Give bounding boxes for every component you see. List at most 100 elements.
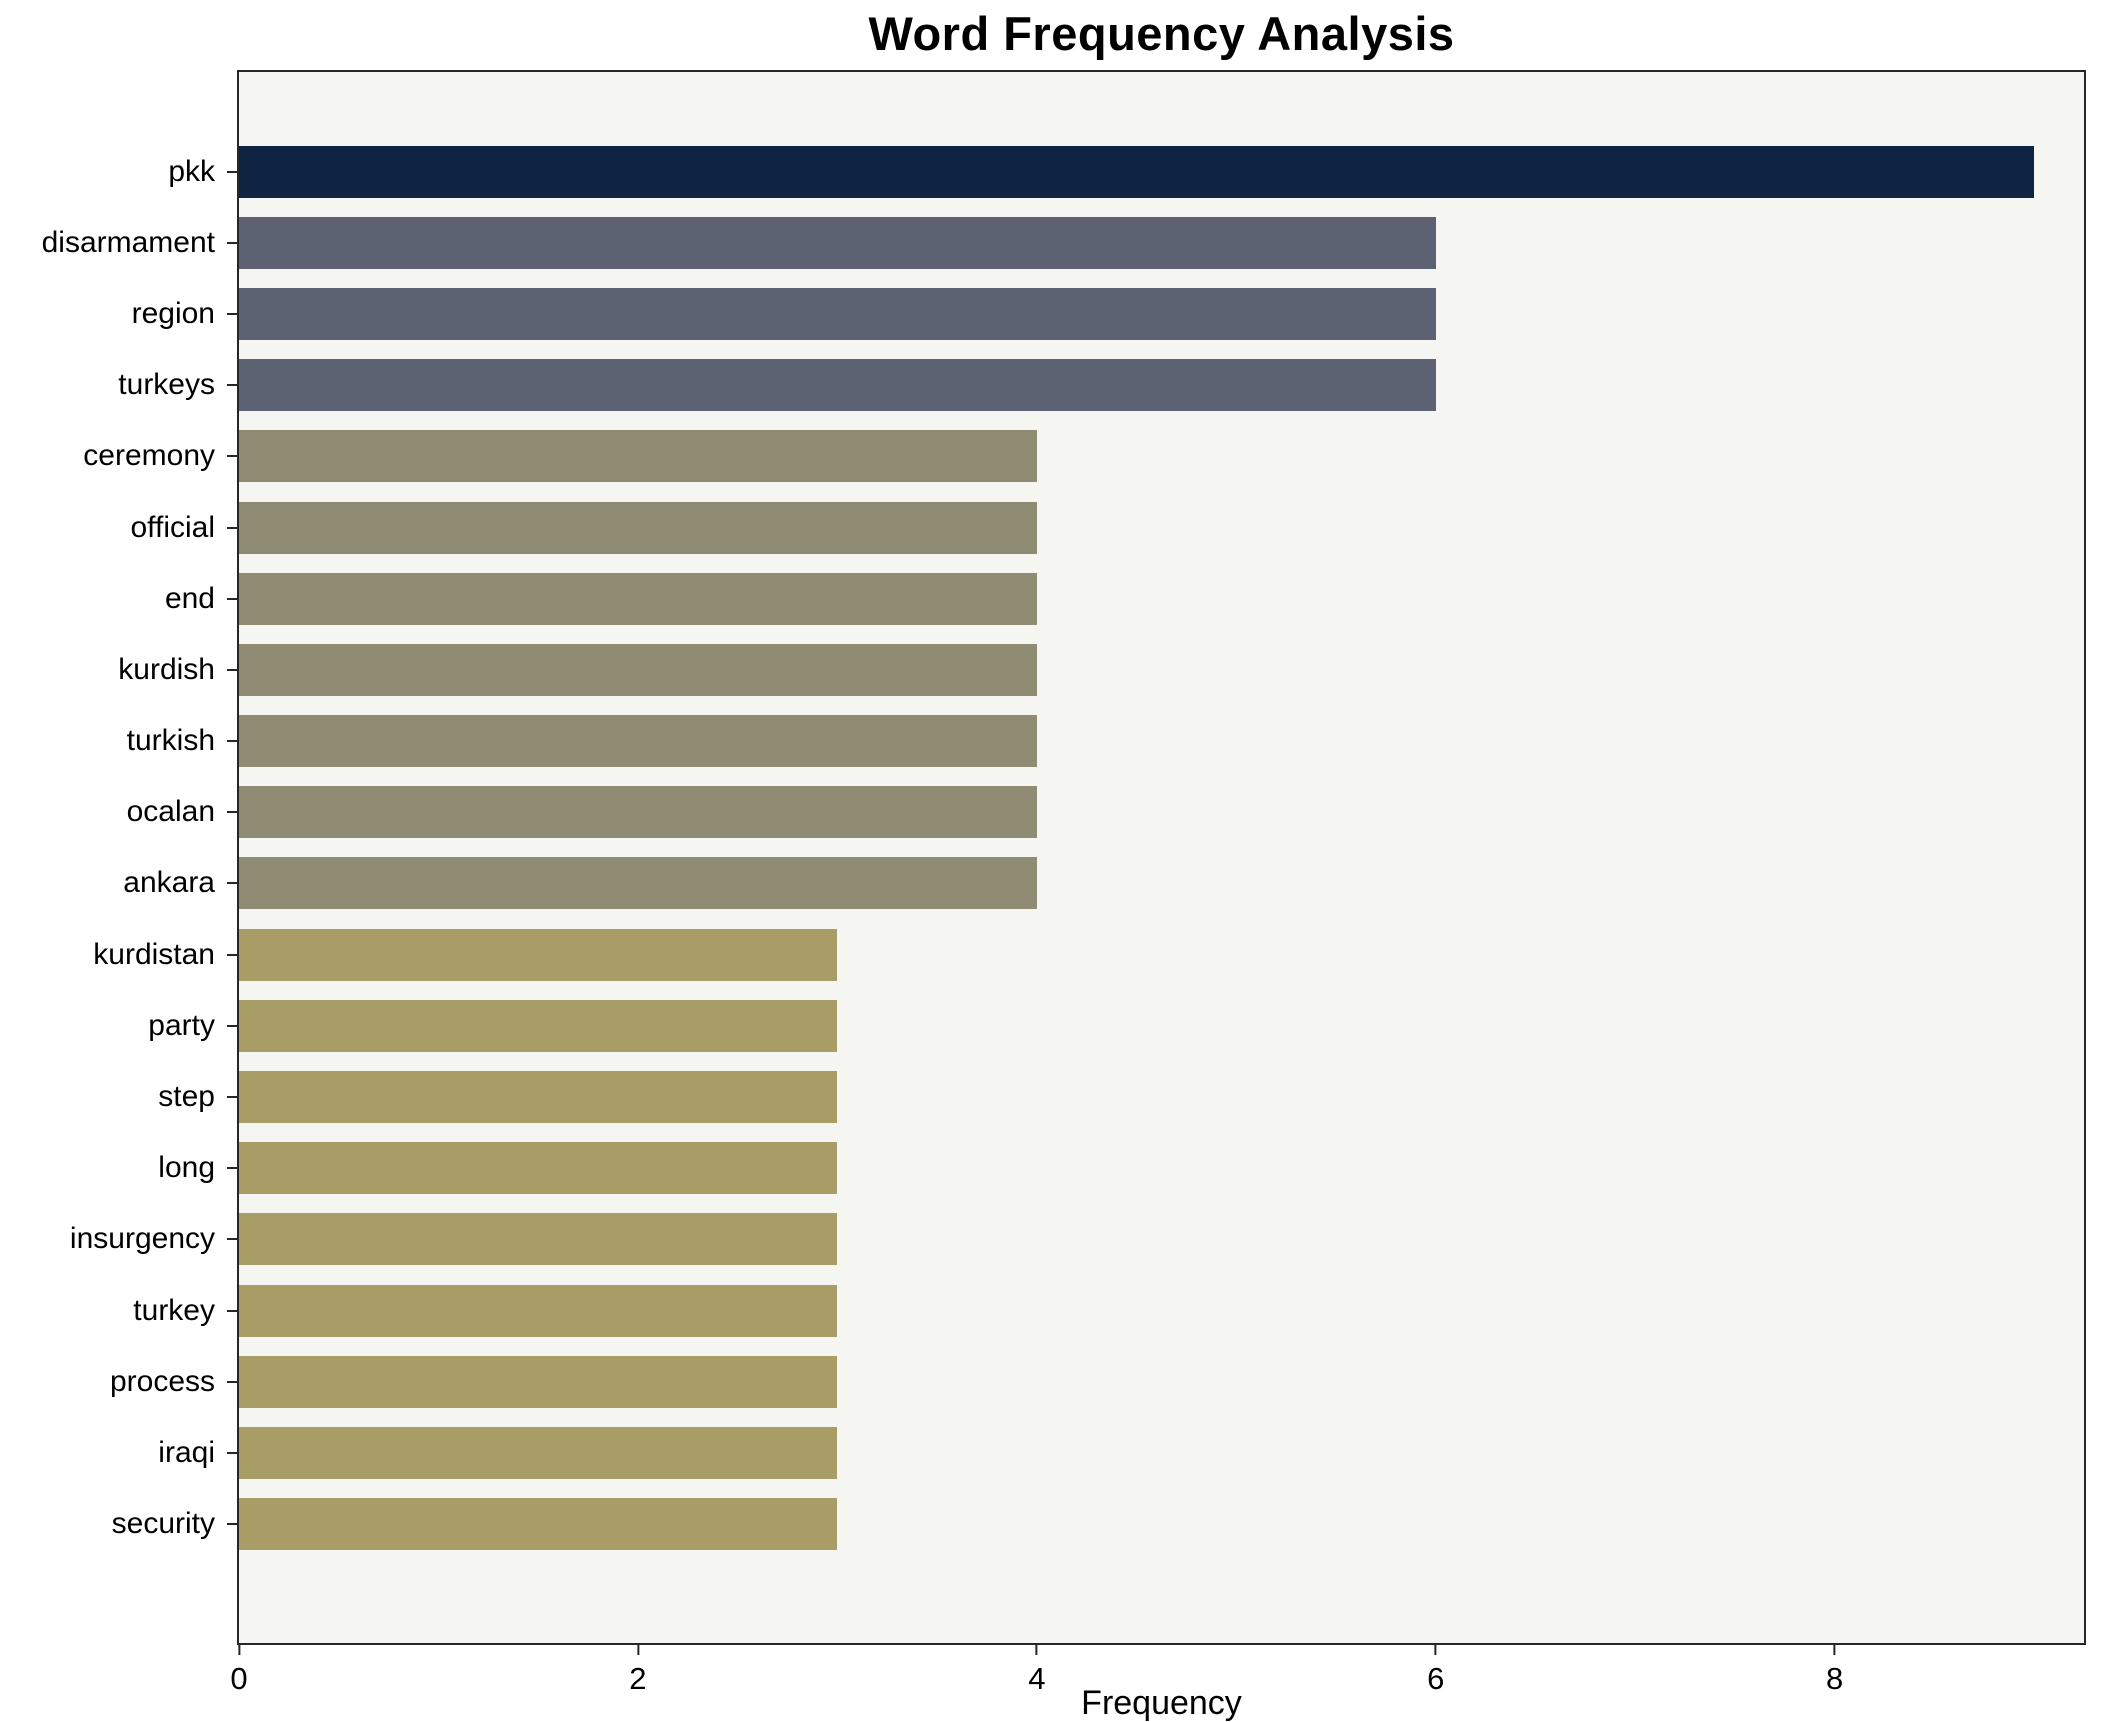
plot-area: pkk disarmament region turkeys ceremony offic… (42, 70, 2086, 1696)
bar-pkk (239, 145, 2035, 198)
bar-security (239, 1498, 838, 1551)
y-tick-label: kurdish (118, 652, 215, 686)
bar-row: iraqi (158, 1417, 2084, 1488)
bar-step (239, 1071, 838, 1124)
x-tick: 0 (230, 1643, 248, 1697)
bar-row: end (165, 563, 2084, 634)
bars-container: pkk disarmament region turkeys ceremony offic… (42, 136, 2084, 1560)
bar-turkey (239, 1284, 838, 1337)
x-tick-label: 4 (1028, 1661, 1046, 1696)
x-tick: 2 (629, 1643, 647, 1697)
y-tick-label: party (148, 1008, 215, 1042)
bar-turkeys (239, 359, 1436, 412)
y-tick-mark (227, 1024, 239, 1027)
bar-row: ankara (123, 848, 2084, 919)
y-tick-label: insurgency (69, 1222, 215, 1256)
y-tick-mark (227, 312, 239, 315)
x-tick-label: 6 (1427, 1661, 1445, 1696)
y-tick-label: security (111, 1507, 215, 1541)
y-tick-label: process (109, 1364, 215, 1398)
y-tick-mark (227, 1309, 239, 1312)
bar-long (239, 1142, 838, 1195)
bar-row: ocalan (127, 777, 2084, 848)
bar-row: region (132, 278, 2084, 349)
y-tick-label: ceremony (83, 439, 215, 473)
bar-row: kurdish (118, 634, 2084, 705)
y-tick-label: pkk (168, 154, 215, 188)
bar-row: official (131, 492, 2084, 563)
x-tick-label: 8 (1826, 1661, 1844, 1696)
y-tick-mark (227, 455, 239, 458)
x-tick-mark (238, 1643, 240, 1655)
bar-insurgency (239, 1213, 838, 1266)
y-tick-mark (227, 526, 239, 529)
bar-row: step (158, 1061, 2084, 1132)
y-tick-mark (227, 811, 239, 814)
bar-turkish (239, 715, 1037, 768)
y-tick-mark (227, 1238, 239, 1241)
bar-row: party (148, 990, 2084, 1061)
bar-row: insurgency (70, 1204, 2084, 1275)
bar-disarmament (239, 216, 1436, 269)
x-tick: 6 (1427, 1643, 1444, 1697)
x-tick-mark (1833, 1643, 1836, 1655)
y-tick-label: iraqi (158, 1435, 215, 1469)
bar-end (239, 572, 1037, 625)
bar-row: disarmament (42, 207, 2084, 278)
y-tick-label: disarmament (41, 225, 215, 259)
chart-title: Word Frequency Analysis (868, 7, 1455, 60)
y-tick-mark (227, 597, 239, 600)
y-tick-mark (227, 241, 239, 244)
bar-iraqi (239, 1426, 838, 1479)
y-tick-mark (227, 882, 239, 885)
bar-row: process (110, 1346, 2084, 1417)
y-tick-label: turkish (126, 724, 215, 758)
y-tick-mark (227, 1096, 239, 1099)
bar-ceremony (239, 430, 1037, 483)
bar-kurdish (239, 643, 1037, 696)
x-tick: 4 (1028, 1643, 1045, 1697)
y-tick-label: kurdistan (93, 937, 215, 971)
y-tick-mark (227, 668, 239, 671)
bar-row: kurdistan (93, 919, 2084, 990)
y-tick-mark (227, 1451, 239, 1454)
y-tick-mark (227, 170, 239, 173)
bar-row: long (158, 1133, 2084, 1204)
bar-region (239, 287, 1436, 340)
y-tick-label: step (158, 1080, 215, 1114)
y-tick-mark (227, 953, 239, 956)
y-tick-mark (227, 740, 239, 743)
bar-row: security (112, 1489, 2084, 1560)
bar-row: pkk (168, 136, 2084, 207)
x-tick-mark (1434, 1643, 1437, 1655)
y-tick-label: region (131, 296, 215, 330)
y-tick-label: official (130, 510, 216, 544)
bar-row: turkeys (118, 350, 2084, 421)
x-tick-mark (1035, 1643, 1038, 1655)
bar-kurdistan (239, 928, 838, 981)
y-tick-label: end (164, 581, 215, 615)
y-tick-mark (227, 384, 239, 387)
y-tick-label: turkeys (118, 368, 215, 402)
y-tick-label: turkey (133, 1293, 215, 1327)
y-tick-label: ankara (123, 866, 215, 900)
bar-party (239, 999, 838, 1052)
y-tick-label: long (158, 1151, 215, 1185)
bar-official (239, 501, 1037, 554)
bar-row: ceremony (83, 421, 2084, 492)
x-tick-mark (636, 1643, 639, 1655)
y-tick-mark (227, 1523, 239, 1526)
x-axis-label: Frequency (1081, 1684, 1242, 1722)
y-tick-label: ocalan (126, 795, 215, 829)
bar-ankara (239, 857, 1037, 910)
bar-row: turkish (127, 706, 2084, 777)
bar-ocalan (239, 786, 1037, 839)
bar-process (239, 1355, 838, 1408)
x-tick-label: 2 (629, 1661, 647, 1696)
y-tick-mark (227, 1167, 239, 1170)
y-tick-mark (227, 1380, 239, 1383)
x-tick: 8 (1826, 1643, 1843, 1697)
x-tick-label: 0 (230, 1661, 248, 1696)
bar-row: turkey (133, 1275, 2084, 1346)
